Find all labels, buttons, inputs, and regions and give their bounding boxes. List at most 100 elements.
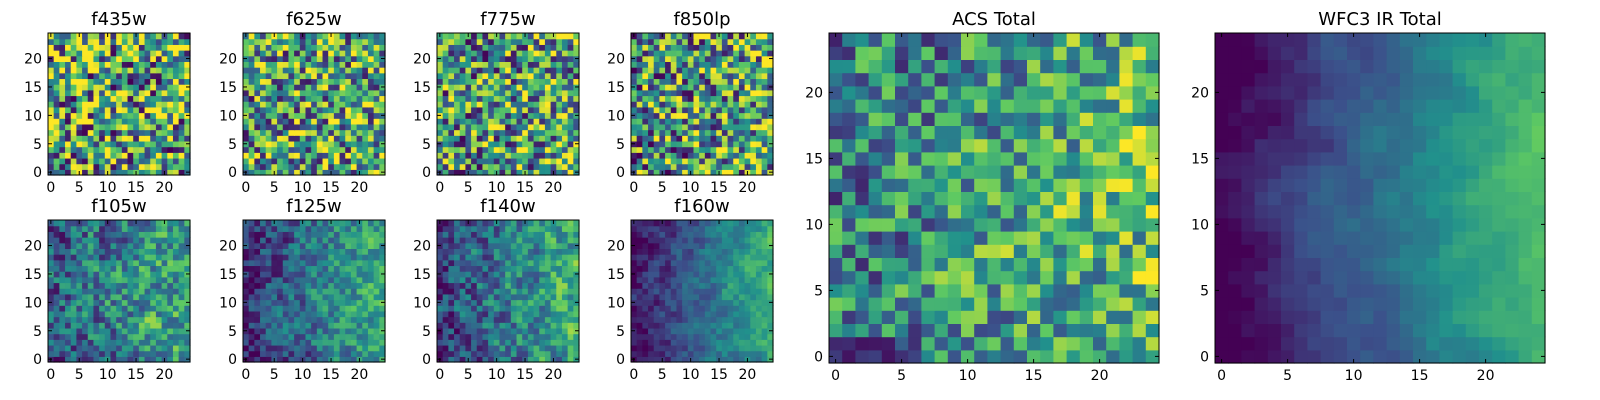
heatmap-cell [362, 33, 369, 40]
heatmap-cell [294, 276, 301, 284]
heatmap-cell [567, 61, 574, 68]
heatmap-cell [178, 33, 185, 40]
heatmap-cell [527, 101, 535, 108]
heatmap-cell [172, 305, 180, 312]
heatmap-cell [482, 72, 489, 80]
x-tick-label: 5 [658, 180, 667, 196]
heatmap-cell [721, 78, 729, 85]
heatmap-cell [488, 339, 495, 346]
heatmap-cell [248, 310, 255, 318]
heatmap-cell [493, 237, 501, 244]
heatmap-cell [522, 225, 529, 232]
heatmap-cell [144, 288, 151, 295]
heatmap-cell [471, 157, 478, 165]
heatmap-cell [121, 169, 129, 176]
heatmap-cell [510, 344, 518, 352]
heatmap-cell [750, 322, 757, 329]
heatmap-cell [116, 135, 123, 142]
heatmap-cell [454, 327, 461, 335]
heatmap-cells [437, 220, 580, 363]
heatmap-cell [184, 101, 191, 108]
heatmap-cell [693, 356, 700, 363]
heatmap-cell [333, 106, 341, 114]
heatmap-cell [544, 282, 552, 289]
heatmap-cell [499, 316, 506, 323]
heatmap-cell [127, 254, 134, 261]
heatmap-cell [437, 61, 444, 68]
heatmap-cell [53, 84, 60, 91]
heatmap-cell [522, 350, 529, 357]
heatmap-cell [70, 276, 77, 284]
heatmap-cell [482, 322, 489, 329]
heatmap-cell [682, 333, 689, 340]
heatmap-cell [121, 265, 129, 272]
heatmap-cell [76, 288, 83, 295]
heatmap-cell [659, 333, 666, 340]
heatmap-cell [636, 276, 643, 284]
heatmap-cell [573, 118, 580, 125]
heatmap-cell [653, 72, 660, 80]
heatmap-cell [670, 146, 678, 153]
heatmap-cell [294, 118, 301, 125]
heatmap-cell [648, 276, 655, 284]
heatmap-cell [465, 163, 472, 170]
heatmap-cell [516, 157, 523, 165]
heatmap-cell [155, 293, 163, 301]
heatmap-cell [544, 84, 552, 91]
heatmap-cell [721, 288, 729, 295]
heatmap-cell [367, 271, 375, 278]
heatmap-cell [767, 282, 774, 289]
heatmap-cell [373, 293, 380, 301]
heatmap-cell [70, 242, 77, 249]
heatmap-cell [76, 135, 83, 142]
heatmap-cell [328, 72, 335, 80]
y-tick-label: 15 [219, 80, 237, 96]
heatmap-cell [476, 89, 484, 97]
heatmap-cell [277, 225, 284, 232]
heatmap-cell [750, 38, 757, 45]
heatmap-cell [127, 333, 134, 340]
heatmap-cell [459, 350, 466, 357]
heatmap-cell [110, 276, 117, 284]
heatmap-cell [544, 271, 552, 278]
heatmap-cell [493, 242, 501, 249]
heatmap-cell [499, 89, 506, 97]
heatmap-cell [465, 84, 472, 91]
heatmap-cell [144, 169, 151, 176]
heatmap-cell [653, 327, 660, 335]
heatmap-cell [693, 146, 700, 153]
heatmap-cell [448, 157, 455, 165]
heatmap-cell [116, 237, 123, 244]
heatmap-cell [184, 95, 191, 102]
heatmap-cell [254, 305, 261, 312]
heatmap-cell [243, 118, 250, 125]
heatmap-cell [367, 276, 375, 284]
heatmap-cell [550, 89, 557, 97]
heatmap-cell [767, 157, 774, 165]
heatmap-cell [505, 61, 512, 68]
heatmap-cell [550, 316, 557, 323]
heatmap-cell [362, 305, 369, 312]
y-tick-label: 10 [24, 108, 42, 124]
heatmap-cell [116, 118, 123, 125]
heatmap-cell [379, 72, 386, 80]
heatmap-cell [716, 118, 723, 125]
heatmap-cell [70, 299, 77, 306]
heatmap-cell [133, 38, 140, 45]
heatmap-cell [454, 118, 461, 125]
heatmap-cell [316, 140, 324, 148]
heatmap-cell [556, 271, 563, 278]
heatmap-cell [676, 129, 683, 136]
heatmap-cell [648, 101, 655, 108]
heatmap-cell [53, 140, 60, 148]
heatmap-cell [328, 276, 335, 284]
heatmap-cell [516, 327, 523, 335]
heatmap-cell [744, 288, 751, 295]
heatmap-cell [755, 327, 763, 335]
heatmap-cell [299, 50, 307, 57]
heatmap-cell [437, 129, 444, 136]
heatmap-cell [550, 265, 557, 272]
heatmap-cell [665, 299, 672, 306]
heatmap-cell [356, 44, 363, 51]
heatmap-cell [687, 55, 695, 62]
